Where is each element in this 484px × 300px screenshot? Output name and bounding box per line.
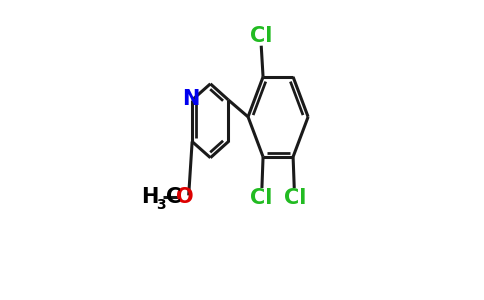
Text: 3: 3 <box>156 198 166 212</box>
Text: N: N <box>182 89 200 109</box>
Text: H: H <box>141 187 159 206</box>
Text: C: C <box>166 187 181 206</box>
Text: Cl: Cl <box>250 188 272 208</box>
Text: Cl: Cl <box>284 188 306 208</box>
Text: O: O <box>176 187 193 206</box>
Text: Cl: Cl <box>250 26 272 46</box>
